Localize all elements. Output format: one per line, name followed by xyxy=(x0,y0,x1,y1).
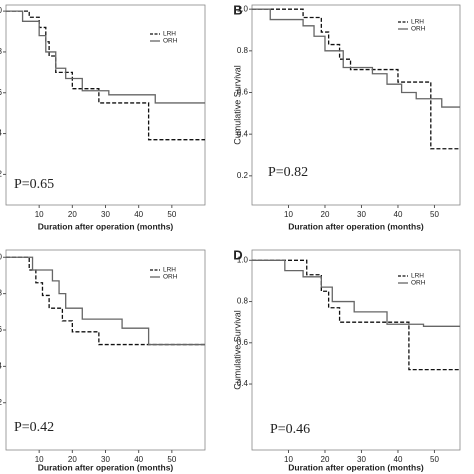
p-value: P=0.82 xyxy=(268,165,308,180)
y-tick-label: 0.4 xyxy=(237,129,249,138)
legend-label: ORH xyxy=(163,38,178,45)
y-tick-label: 8 xyxy=(0,289,3,298)
x-tick-label: 50 xyxy=(430,455,439,464)
survival-curve xyxy=(252,259,460,327)
p-value: P=0.65 xyxy=(14,177,54,192)
x-tick-label: 50 xyxy=(430,210,439,219)
survival-curve xyxy=(252,8,460,150)
x-tick-label: 50 xyxy=(167,210,176,219)
y-tick-label: 6 xyxy=(0,88,3,97)
x-tick-label: 40 xyxy=(394,210,403,219)
y-tick-label: 1.0 xyxy=(237,255,249,264)
x-axis-label: Duration after operation (months) xyxy=(38,221,174,231)
y-tick-label: 1.0 xyxy=(237,4,249,13)
y-tick-label: 0 xyxy=(0,6,3,15)
x-tick-label: 50 xyxy=(167,455,176,464)
legend-label: LRH xyxy=(411,19,424,26)
y-tick-label: 8 xyxy=(0,47,3,56)
y-tick-label: 4 xyxy=(0,129,3,138)
y-axis-label: Cumulative Survival xyxy=(232,310,242,390)
y-tick-label: 0.6 xyxy=(237,88,249,97)
legend-label: ORH xyxy=(411,280,426,287)
legend-label: ORH xyxy=(411,26,426,33)
y-tick-label: 2 xyxy=(0,169,3,178)
x-tick-label: 30 xyxy=(357,210,366,219)
x-axis-label: Duration after operation (months) xyxy=(288,462,424,472)
x-axis-label: Duration after operation (months) xyxy=(38,462,174,472)
p-value: P=0.46 xyxy=(270,422,310,437)
y-axis-label: Cumulative Survival xyxy=(232,65,242,145)
x-axis-label: Duration after operation (months) xyxy=(288,221,424,231)
legend-label: LRH xyxy=(163,267,176,274)
x-tick-label: 10 xyxy=(284,455,293,464)
panel-letter: D xyxy=(233,247,242,262)
y-tick-label: 6 xyxy=(0,325,3,334)
legend-label: ORH xyxy=(163,274,178,281)
x-tick-label: 40 xyxy=(134,455,143,464)
x-tick-label: 30 xyxy=(101,210,110,219)
x-tick-label: 30 xyxy=(101,455,110,464)
x-tick-label: 30 xyxy=(357,455,366,464)
y-tick-label: 0.8 xyxy=(237,297,249,306)
survival-curve xyxy=(252,259,460,371)
y-tick-label: 0.4 xyxy=(237,379,249,388)
y-tick-label: 0.8 xyxy=(237,46,249,55)
y-tick-label: 0.2 xyxy=(237,171,249,180)
x-tick-label: 20 xyxy=(68,455,77,464)
x-tick-label: 20 xyxy=(321,455,330,464)
x-tick-label: 20 xyxy=(68,210,77,219)
y-tick-label: 2 xyxy=(0,398,3,407)
p-value: P=0.42 xyxy=(14,420,54,435)
x-tick-label: 10 xyxy=(284,210,293,219)
x-tick-label: 20 xyxy=(321,210,330,219)
legend-label: LRH xyxy=(411,273,424,280)
survival-curve xyxy=(6,10,205,141)
x-tick-label: 40 xyxy=(134,210,143,219)
x-tick-label: 10 xyxy=(35,210,44,219)
x-tick-label: 10 xyxy=(35,455,44,464)
legend-label: LRH xyxy=(163,31,176,38)
plot-frame xyxy=(251,249,461,451)
panel-letter: B xyxy=(233,2,242,17)
survival-curve xyxy=(252,8,460,108)
plot-frame xyxy=(251,4,461,206)
survival-curve xyxy=(6,10,205,104)
y-tick-label: 0.6 xyxy=(237,338,249,347)
x-tick-label: 40 xyxy=(394,455,403,464)
survival-curve xyxy=(6,256,205,346)
y-tick-label: 4 xyxy=(0,361,3,370)
y-tick-label: 0 xyxy=(0,252,3,261)
